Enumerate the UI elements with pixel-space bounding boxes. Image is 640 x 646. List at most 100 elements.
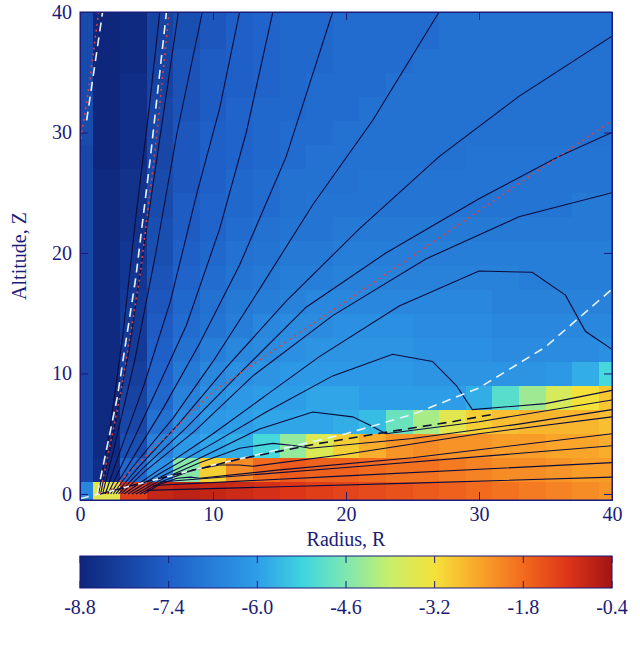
heatmap-cell <box>519 24 546 49</box>
heatmap-cell <box>413 72 440 97</box>
heatmap-cell <box>519 120 546 145</box>
heatmap-cell <box>359 72 386 97</box>
heatmap-cell <box>280 265 307 290</box>
tick: 0 <box>62 483 88 505</box>
plot-frame <box>80 12 612 500</box>
heatmap-cell <box>80 458 94 483</box>
heatmap-cell <box>226 482 253 500</box>
tick-label: 30 <box>470 503 490 525</box>
tick <box>604 253 612 254</box>
tick-label: 0 <box>76 503 86 525</box>
heatmap-cell <box>572 193 599 218</box>
heatmap-cell <box>386 361 413 386</box>
heatmap-cell <box>306 193 333 218</box>
heatmap-cell <box>519 217 546 242</box>
heatmap-cell <box>439 24 466 49</box>
plot-area <box>80 12 612 500</box>
axis-line <box>604 13 613 501</box>
heatmap-cell <box>599 193 612 218</box>
chart: 010203040010203040Radius, RAltitude, Z-8… <box>0 0 640 646</box>
heatmap-cell <box>200 289 227 314</box>
heatmap-cell <box>466 48 493 73</box>
colorbar-tick <box>257 581 258 588</box>
heatmap-cell <box>173 241 200 266</box>
axis: 010203040 <box>76 492 623 525</box>
heatmap-cell <box>359 48 386 73</box>
heatmap-cell <box>306 72 333 97</box>
heatmap-cell <box>200 265 227 290</box>
heatmap-cell <box>93 193 120 218</box>
heatmap-cell <box>599 217 612 242</box>
heatmap-cell <box>333 361 360 386</box>
heatmap-cell <box>413 193 440 218</box>
heatmap-cell <box>80 386 94 411</box>
axis-line <box>81 13 89 501</box>
heatmap-cell <box>439 482 466 500</box>
heatmap-cell <box>572 120 599 145</box>
tick-mark <box>80 494 88 495</box>
tick-mark <box>604 12 612 13</box>
heatmap-cell <box>120 72 147 97</box>
heatmap-cell <box>466 72 493 97</box>
heatmap-cell <box>200 96 227 121</box>
heatmap-cell <box>572 169 599 194</box>
colorbar-tick <box>612 556 613 563</box>
heatmap-cell <box>253 482 280 500</box>
heatmap-cell <box>386 24 413 49</box>
heatmap-cell <box>439 120 466 145</box>
colorbar-tick <box>434 556 435 563</box>
tick <box>604 132 612 133</box>
tick-mark <box>213 492 214 500</box>
dashed-line <box>80 289 612 499</box>
heatmap-cell <box>519 265 546 290</box>
tick <box>604 12 612 13</box>
heatmap-cell <box>226 217 253 242</box>
colorbar-tick <box>523 556 524 563</box>
heatmap-cell <box>572 96 599 121</box>
tick: 20 <box>337 492 357 525</box>
heatmap-cell <box>120 265 147 290</box>
heatmap-cell <box>599 120 612 145</box>
colorbar-tick <box>168 556 169 563</box>
heatmap-cell <box>439 337 466 362</box>
heatmap-cell <box>226 12 253 25</box>
heatmap-cell <box>306 24 333 49</box>
dashed-line <box>87 12 103 120</box>
heatmap-cell <box>226 289 253 314</box>
heatmap-cell <box>333 458 360 483</box>
axis: 010203040 <box>52 1 88 505</box>
tick-mark <box>80 373 88 374</box>
heatmap-cell <box>173 410 200 435</box>
heatmap-cell <box>253 145 280 170</box>
tick-mark <box>213 12 214 20</box>
tick-mark <box>604 253 612 254</box>
field-line <box>144 434 612 494</box>
heatmap-cell <box>173 217 200 242</box>
tick <box>213 12 214 20</box>
tick <box>479 12 480 20</box>
heatmap-cell <box>280 337 307 362</box>
heatmap-cell <box>200 386 227 411</box>
heatmap-cell <box>546 482 573 500</box>
heatmap-cell <box>359 145 386 170</box>
tick: 20 <box>52 242 88 264</box>
heatmap-cell <box>280 72 307 97</box>
heatmap-cell <box>466 241 493 266</box>
heatmap-cell <box>280 241 307 266</box>
heatmap-cell <box>386 169 413 194</box>
tick-label: 20 <box>337 503 357 525</box>
colorbar-tick <box>434 581 435 588</box>
heatmap <box>80 12 612 500</box>
heatmap-cell <box>466 337 493 362</box>
heatmap-cell <box>386 337 413 362</box>
heatmap-cell <box>80 217 94 242</box>
colorbar-tick <box>80 581 81 588</box>
heatmap-cell <box>359 434 386 459</box>
heatmap-cell <box>413 289 440 314</box>
heatmap-cell <box>439 217 466 242</box>
field-lines <box>80 12 612 499</box>
heatmap-cell <box>599 337 612 362</box>
heatmap-cell <box>546 361 573 386</box>
heatmap-cell <box>413 482 440 500</box>
heatmap-cell <box>439 169 466 194</box>
